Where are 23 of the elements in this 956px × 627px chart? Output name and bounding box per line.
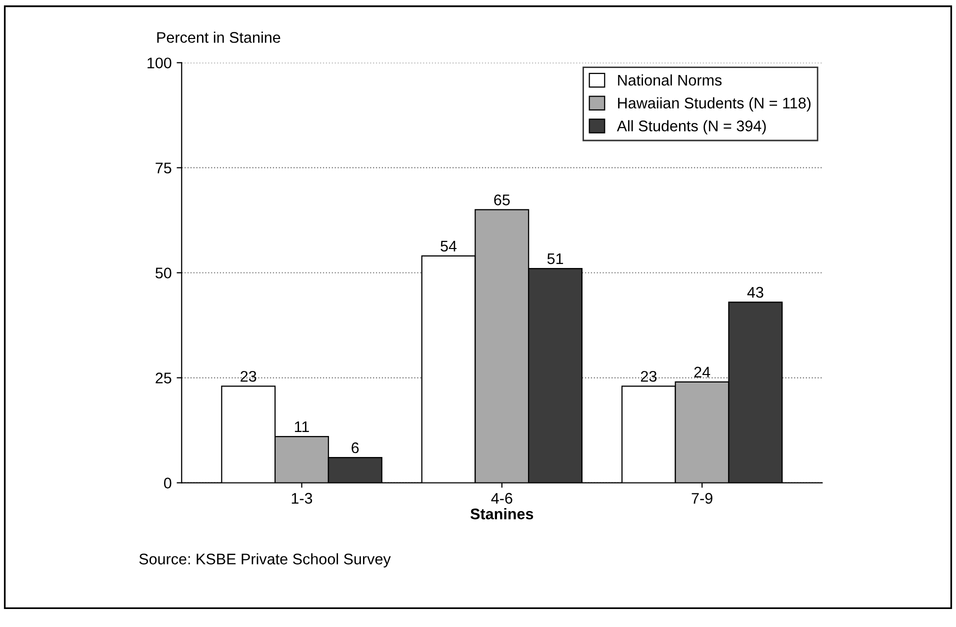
- data-label: 51: [547, 253, 564, 264]
- x-tick-label: 1-3: [292, 492, 312, 504]
- data-label: 23: [640, 370, 657, 382]
- y-tick-label: 75: [156, 162, 172, 174]
- data-label: 23: [240, 370, 256, 382]
- legend-label: All Students (N = 394): [616, 120, 766, 134]
- legend-label: Hawaiian Students (N = 118): [618, 97, 811, 112]
- data-label: 65: [494, 194, 510, 206]
- x-tick-label: 4-6: [491, 492, 512, 504]
- data-label: 11: [294, 422, 309, 432]
- y-tick-label: 0: [164, 478, 172, 488]
- x-axis-title: Stanines: [470, 508, 534, 520]
- legend-label: National Norms: [618, 74, 722, 86]
- y-axis-title: Percent in Stanine: [157, 32, 280, 43]
- data-label: 54: [440, 240, 457, 252]
- data-label: 6: [352, 442, 359, 454]
- data-label: 24: [694, 366, 710, 378]
- x-tick-label: 7-9: [692, 492, 712, 504]
- y-tick-label: 100: [148, 58, 172, 68]
- y-tick-label: 25: [156, 372, 172, 384]
- data-label: 43: [747, 286, 764, 298]
- source-note: Source: KSBE Private School Survey: [139, 553, 391, 568]
- y-tick-label: 50: [156, 268, 172, 278]
